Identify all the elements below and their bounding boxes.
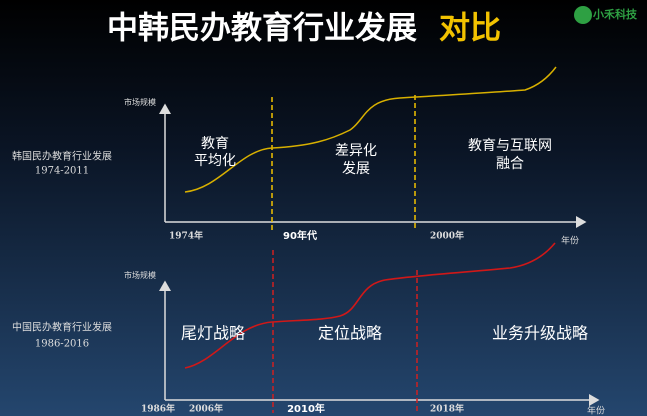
x-label: 1986年	[141, 403, 175, 415]
phase-label: 教育	[201, 136, 229, 152]
title: 中韩民办教育行业发展	[107, 11, 417, 47]
growth-curve	[184, 66, 557, 193]
x-label: 2010年	[287, 402, 325, 415]
phase-label: 定位战略	[318, 324, 382, 343]
phase-label: 发展	[342, 161, 370, 177]
phase-label: 教育与互联网	[468, 138, 552, 154]
x-label: 1974年	[169, 230, 203, 242]
phase-label: 业务升级战略	[492, 324, 588, 343]
growth-curve	[184, 242, 556, 369]
x-axis-label: 年份	[561, 235, 579, 247]
x-label: 2000年	[430, 230, 464, 242]
logo-text: 小禾科技	[592, 7, 638, 21]
side-label: 韩国民办教育行业发展	[12, 150, 112, 163]
x-label: 90年代	[283, 229, 317, 242]
x-axis-label: 年份	[587, 405, 605, 416]
korea-panel: 市场规模 年份 韩国民办教育行业发展 1974-2011 教育 平均化 差异化 …	[12, 66, 587, 247]
phase-label: 平均化	[194, 153, 236, 169]
side-label: 中国民办教育行业发展	[12, 321, 112, 334]
y-axis-label: 市场规模	[124, 270, 156, 280]
y-axis-label: 市场规模	[124, 97, 156, 107]
side-period: 1974-2011	[35, 166, 89, 177]
phase-label: 尾灯战略	[181, 324, 245, 343]
x-label: 2006年	[189, 403, 223, 415]
logo-icon	[574, 6, 592, 24]
china-panel: 市场规模 年份 中国民办教育行业发展 1986-2016 尾灯战略 定位战略 业…	[12, 242, 605, 416]
x-label: 2018年	[430, 403, 464, 415]
title-highlight: 对比	[439, 11, 501, 47]
side-period: 1986-2016	[35, 339, 89, 350]
phase-label: 融合	[496, 156, 524, 172]
phase-label: 差异化	[335, 143, 377, 159]
